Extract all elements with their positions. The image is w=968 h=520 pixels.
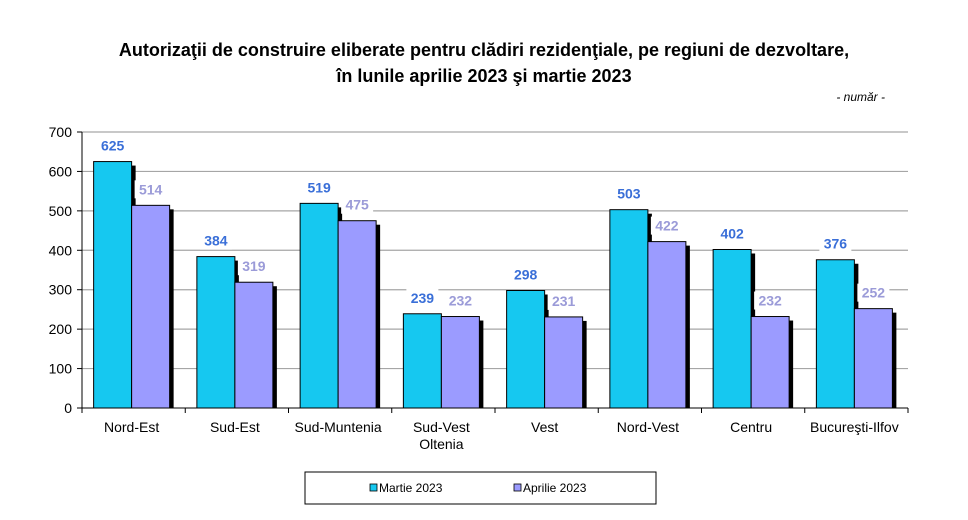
data-label: 232 xyxy=(449,293,473,309)
legend-box xyxy=(304,471,657,505)
bar xyxy=(234,281,274,409)
bar xyxy=(506,290,546,409)
data-label-bg xyxy=(857,283,890,302)
data-label: 252 xyxy=(862,285,886,301)
data-label-bg xyxy=(612,184,645,203)
data-label: 514 xyxy=(139,181,163,197)
y-tick-label: 200 xyxy=(49,321,73,337)
category-label: Sud-Vest xyxy=(413,419,470,435)
data-label-bg xyxy=(444,291,477,310)
data-label-bg xyxy=(406,288,439,307)
bar xyxy=(647,241,687,409)
data-label-bg xyxy=(819,234,852,253)
data-label: 384 xyxy=(204,233,228,249)
chart-title-line-1: Autorizaţii de construire eliberate pent… xyxy=(118,40,850,60)
data-label: 402 xyxy=(720,225,744,241)
data-label: 376 xyxy=(824,236,848,252)
chart-title-line-2: în lunile aprilie 2023 şi martie 2023 xyxy=(336,66,632,86)
data-label: 422 xyxy=(655,218,679,234)
unit-note: - număr - xyxy=(836,90,885,104)
legend-label: Martie 2023 xyxy=(379,481,443,495)
legend-swatch xyxy=(513,483,522,492)
data-label-bg xyxy=(716,224,749,243)
legend-label: Aprilie 2023 xyxy=(523,481,587,495)
data-label-bg xyxy=(96,136,129,155)
data-label-bg xyxy=(754,291,787,310)
category-label: Centru xyxy=(730,419,772,435)
data-label: 298 xyxy=(514,267,538,283)
data-label-bg xyxy=(509,265,542,284)
category-label: Vest xyxy=(531,419,558,435)
category-label: Bucureşti-Ilfov xyxy=(810,419,899,435)
data-label: 519 xyxy=(307,179,331,195)
bar xyxy=(712,248,752,409)
bars xyxy=(93,161,897,409)
bar xyxy=(93,161,133,409)
bar xyxy=(609,209,649,409)
y-tick-label: 0 xyxy=(64,400,72,416)
data-label: 239 xyxy=(411,290,435,306)
y-tick-label: 300 xyxy=(49,282,73,298)
bar xyxy=(402,313,442,409)
data-label: 231 xyxy=(552,293,576,309)
bar xyxy=(440,316,480,409)
data-label: 625 xyxy=(101,138,125,154)
bar xyxy=(196,256,236,409)
legend: Martie 2023 Aprilie 2023 xyxy=(304,471,657,505)
data-label: 475 xyxy=(345,197,369,213)
data-label-bg xyxy=(199,231,232,250)
data-label-bg xyxy=(341,195,374,214)
category-label: Oltenia xyxy=(419,436,464,452)
y-tick-label: 400 xyxy=(49,242,73,258)
category-label: Nord-Est xyxy=(104,419,159,435)
data-label: 232 xyxy=(758,293,782,309)
bar xyxy=(750,316,790,409)
data-label: 319 xyxy=(242,258,266,274)
category-label: Nord-Vest xyxy=(617,419,679,435)
data-label-bg xyxy=(237,257,270,276)
bar xyxy=(299,202,339,409)
data-label-bg xyxy=(547,291,580,310)
y-tick-label: 700 xyxy=(49,124,73,140)
category-label: Sud-Est xyxy=(210,419,260,435)
data-label-bg xyxy=(650,216,683,235)
data-label-bg xyxy=(134,180,167,199)
y-tick-label: 100 xyxy=(49,361,73,377)
bar xyxy=(815,259,855,409)
bar xyxy=(544,316,584,409)
chart-title: Autorizaţii de construire eliberate pent… xyxy=(0,37,968,89)
bar xyxy=(337,220,377,409)
y-tick-label: 600 xyxy=(49,163,73,179)
data-label: 503 xyxy=(617,186,641,202)
y-tick-label: 500 xyxy=(49,203,73,219)
data-labels: 625 514 384 319 519 475 239 232 298 231 503 422 402 2… xyxy=(96,136,890,310)
bar xyxy=(853,308,893,409)
data-label-bg xyxy=(303,178,336,197)
legend-swatch xyxy=(369,483,378,492)
category-label: Sud-Muntenia xyxy=(295,419,382,435)
bar xyxy=(131,204,171,409)
axes: 0 100 200 300 400 500 600 700 Nord-Est Sud-Est Sud… xyxy=(49,124,909,452)
